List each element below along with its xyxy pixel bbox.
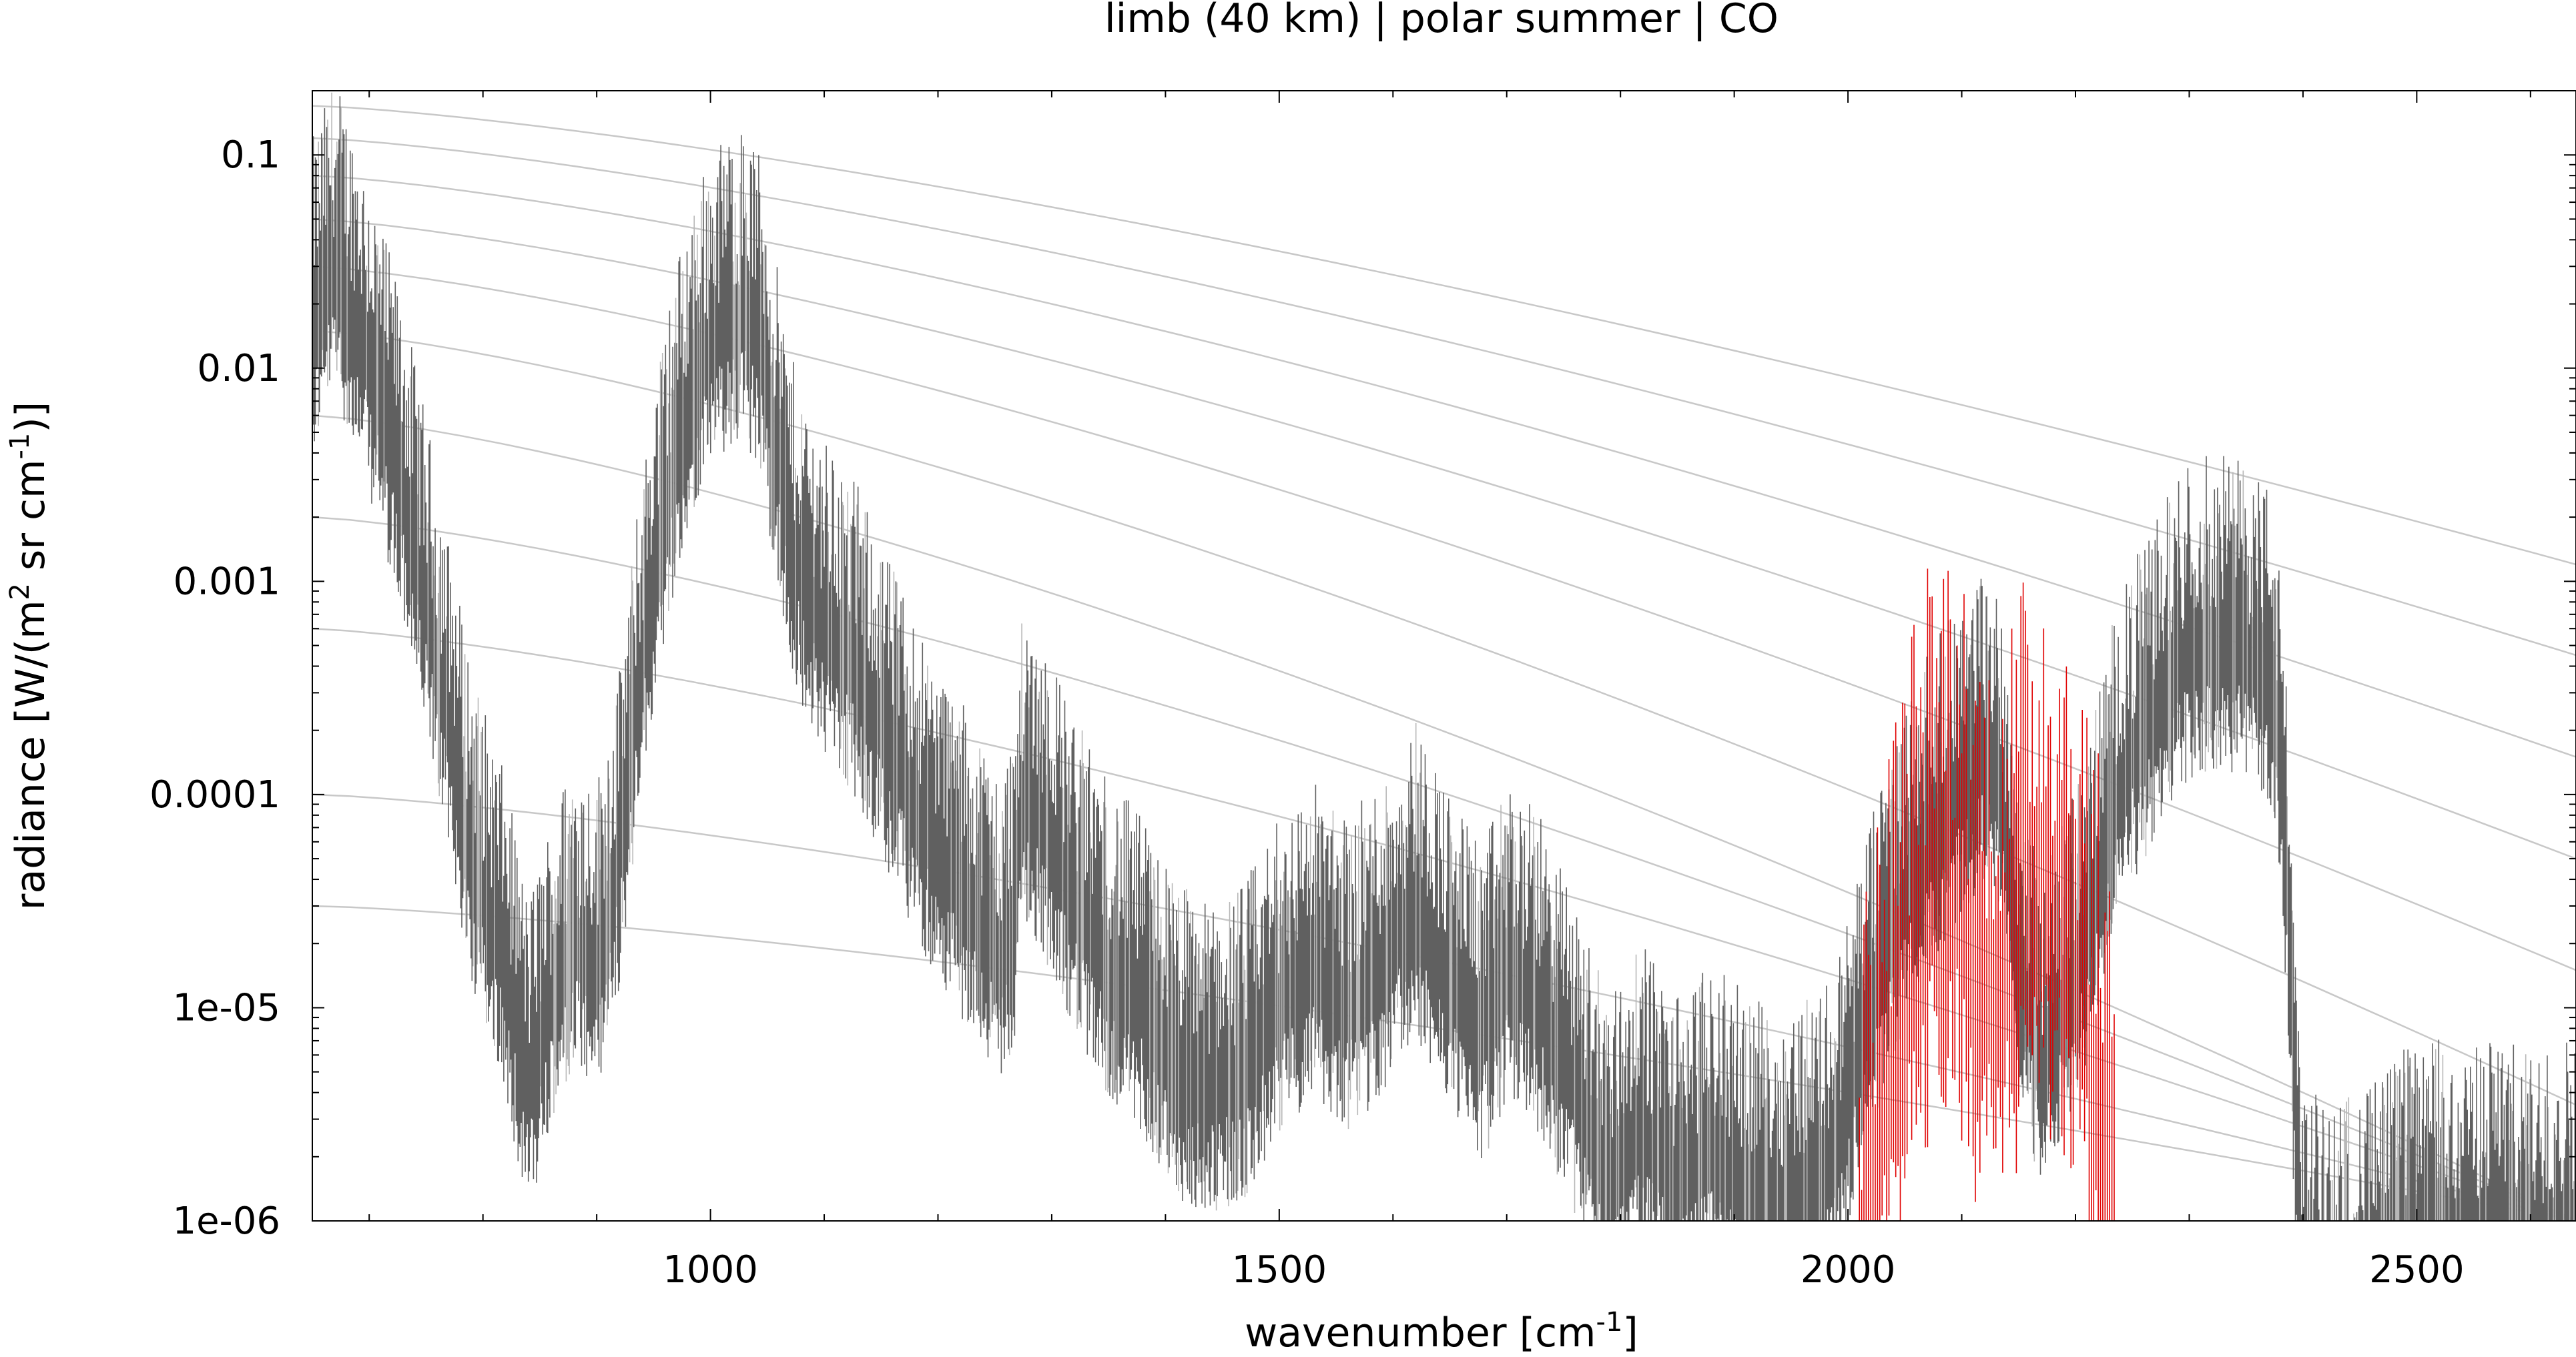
x-axis: 1000 1500 2000 2500 — [368, 91, 2531, 1292]
plot-area — [312, 92, 2576, 1221]
co-spectrum-lines — [1859, 568, 2115, 1221]
x-tick-label: 1000 — [663, 1248, 758, 1292]
series-total-spectrum — [312, 92, 2576, 1221]
series-co — [1859, 568, 2115, 1221]
y-tick-label: 0.001 — [174, 560, 280, 603]
planck-curve-9 — [312, 627, 2576, 1221]
x-tick-label: 2000 — [1801, 1248, 1896, 1292]
y-tick-label: 0.01 — [197, 347, 280, 390]
x-tick-label: 1500 — [1232, 1248, 1327, 1292]
y-tick-label: 1e-06 — [172, 1200, 280, 1243]
y-tick-label: 0.0001 — [149, 773, 280, 817]
total-spectrum-light-lines — [318, 92, 2575, 1221]
x-axis-label: wavenumber [cm-1] — [1245, 1307, 1638, 1356]
y-axis: 0.1 0.01 0.001 0.0001 1e-05 1e-06 — [149, 90, 2576, 1243]
planck-curve-1 — [312, 105, 2576, 566]
chart-title: limb (40 km) | polar summer | CO — [1104, 0, 1779, 42]
planck-curve-8 — [312, 516, 2576, 1221]
y-tick-label: 1e-05 — [172, 986, 280, 1029]
y-tick-label: 0.1 — [221, 133, 280, 177]
y-axis-label: radiance [W/(m2 sr cm-1)] — [5, 402, 54, 910]
plot-frame — [312, 90, 2576, 1222]
x-tick-label: 2500 — [2369, 1248, 2465, 1292]
planck-curve-2 — [312, 137, 2576, 656]
